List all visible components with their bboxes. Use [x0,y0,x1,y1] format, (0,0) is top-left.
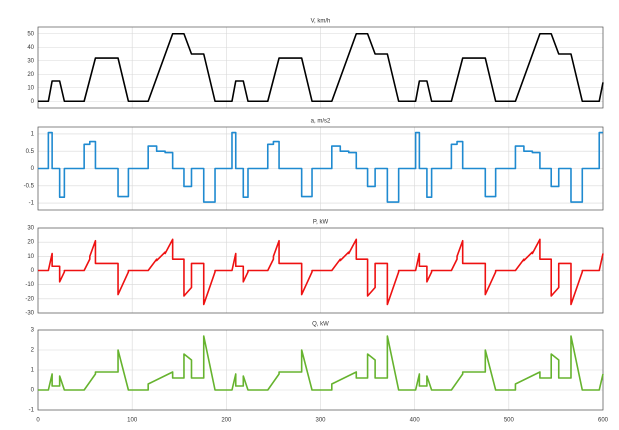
y-tick-label: 0 [31,388,35,394]
y-tick-label: 10 [27,254,34,260]
y-tick-label: 1 [31,131,35,137]
y-tick-label: -30 [25,311,34,317]
data-line [38,131,603,203]
y-tick-label: 0.5 [26,149,35,155]
y-tick-label: 30 [27,226,34,232]
data-line [38,238,604,306]
y-tick-label: 1 [31,368,35,374]
y-tick-label: 0 [31,99,35,105]
y-tick-label: 30 [27,58,34,64]
data-line [38,32,604,103]
y-tick-label: 10 [27,85,34,91]
x-tick-label: 300 [315,418,326,424]
y-tick-label: -10 [25,282,34,288]
data-line [38,335,604,391]
y-tick-label: -0.5 [24,183,35,189]
y-tick-label: 50 [27,31,34,37]
chart-title: Q, kW [312,322,329,328]
y-tick-label: -1 [29,408,35,414]
x-tick-label: 200 [221,418,232,424]
y-tick-label: 2 [31,348,35,354]
x-tick-label: 500 [504,418,515,424]
y-tick-label: 0 [31,268,35,274]
axes-box [37,26,604,109]
y-tick-label: -20 [25,296,34,302]
x-tick-label: 600 [598,418,609,424]
x-tick-label: 100 [127,418,138,424]
y-tick-label: 3 [31,328,35,334]
y-tick-label: 0 [31,166,35,172]
chart-title: V, km/h [311,19,331,25]
chart-title: a, m/s2 [311,119,331,125]
y-tick-label: 40 [27,45,34,51]
chart-title: P, kW [313,220,329,226]
y-tick-label: 20 [27,72,34,78]
x-tick-label: 0 [36,418,40,424]
x-tick-label: 400 [410,418,421,424]
y-tick-label: -1 [29,201,35,207]
axes-box [37,329,604,411]
y-tick-label: 20 [27,240,34,246]
